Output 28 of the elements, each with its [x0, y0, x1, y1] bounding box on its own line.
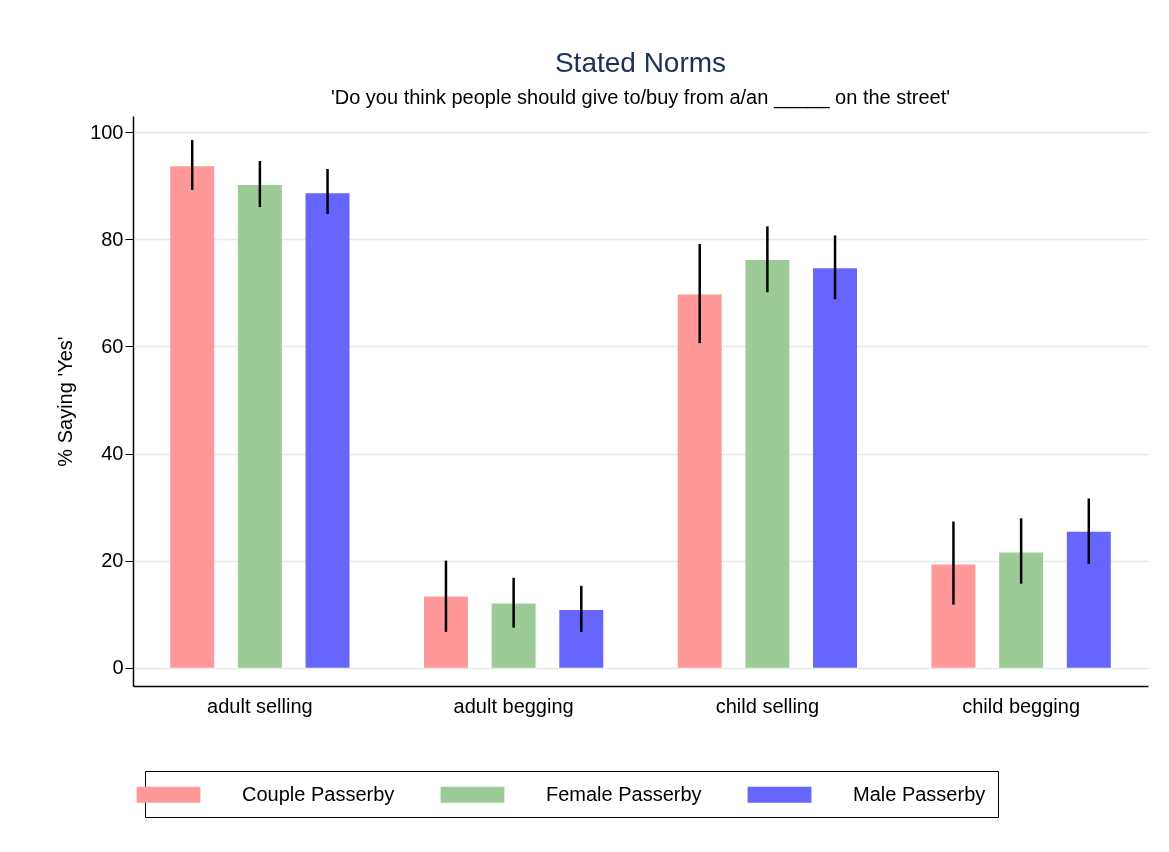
bar	[745, 260, 790, 668]
x-tick-label: adult begging	[453, 694, 574, 717]
legend-label: Male Passerby	[853, 782, 986, 805]
y-axis-title: % Saying 'Yes'	[54, 336, 77, 467]
bar	[813, 268, 858, 668]
x-tick-label: child selling	[715, 694, 820, 717]
bar	[491, 603, 536, 668]
y-tick-label: 60	[101, 334, 124, 357]
bar	[305, 193, 350, 668]
chart-subtitle: 'Do you think people should give to/buy from a/an _____ on the street'	[330, 86, 951, 109]
y-tick-label: 0	[112, 656, 124, 679]
bar	[999, 552, 1044, 668]
bar	[170, 166, 215, 668]
x-tick-label: child begging	[962, 694, 1081, 717]
bar	[931, 564, 976, 668]
bar	[237, 185, 282, 668]
y-tick-label: 100	[90, 120, 124, 143]
legend-label: Female Passerby	[546, 782, 702, 805]
chart-title: Stated Norms	[554, 47, 727, 78]
bar	[1066, 531, 1111, 668]
bar	[423, 596, 468, 668]
legend-label: Couple Passerby	[242, 782, 395, 805]
y-tick-label: 80	[101, 227, 124, 250]
x-tick-label: adult selling	[207, 694, 313, 717]
bar	[559, 609, 604, 668]
bar	[677, 294, 722, 668]
y-tick-label: 20	[101, 549, 124, 572]
y-tick-label: 40	[101, 442, 124, 464]
